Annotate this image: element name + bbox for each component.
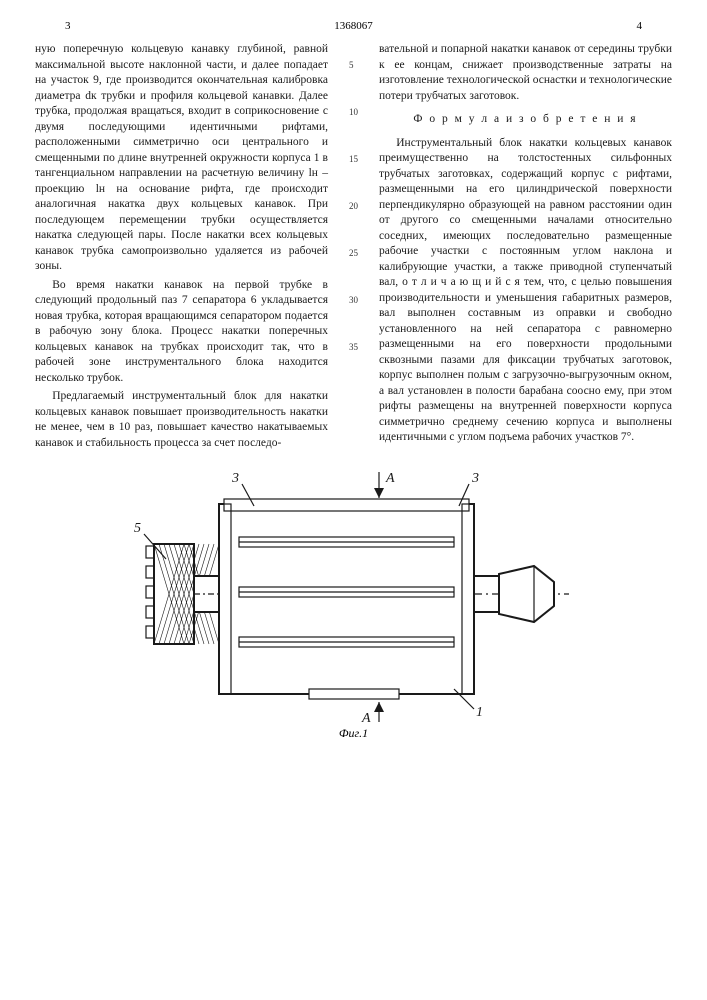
svg-text:1: 1: [476, 705, 483, 720]
patent-number: 1368067: [71, 20, 637, 32]
figure-svg: A A 5 3 3 1: [124, 464, 584, 724]
line-number: 10: [349, 89, 358, 136]
svg-text:3: 3: [471, 471, 479, 486]
svg-text:A: A: [385, 471, 395, 486]
left-p3: Предлагаемый инструментальный блок для н…: [35, 389, 328, 451]
line-number: 15: [349, 136, 358, 183]
line-number: 20: [349, 183, 358, 230]
svg-text:3: 3: [231, 471, 239, 486]
left-p2: Во время накатки канавок на первой трубк…: [35, 278, 328, 387]
line-number: 35: [349, 324, 358, 371]
left-column: ную поперечную кольцевую канавку глубино…: [35, 42, 328, 454]
line-number: 5: [349, 42, 358, 89]
svg-text:5: 5: [134, 521, 141, 536]
left-p1: ную поперечную кольцевую канавку глубино…: [35, 42, 328, 275]
svg-text:A: A: [361, 711, 371, 724]
col-num-right: 4: [637, 20, 643, 32]
header: 3 1368067 4: [35, 20, 672, 32]
line-number: 30: [349, 277, 358, 324]
formula-title: Ф о р м у л а и з о б р е т е н и я: [379, 112, 672, 128]
line-numbers: 5 10 15 20 25 30 35: [349, 42, 358, 454]
figure: A A 5 3 3 1 Фиг.1: [35, 464, 672, 741]
figure-caption: Фиг.1: [35, 726, 672, 741]
page: 3 1368067 4 ную поперечную кольцевую кан…: [0, 0, 707, 751]
right-p1: вательной и попарной накатки канавок от …: [379, 42, 672, 104]
line-number: 25: [349, 230, 358, 277]
right-column: вательной и попарной накатки канавок от …: [379, 42, 672, 454]
right-p2: Инструментальный блок накатки кольцевых …: [379, 136, 672, 446]
text-columns: ную поперечную кольцевую канавку глубино…: [35, 42, 672, 454]
